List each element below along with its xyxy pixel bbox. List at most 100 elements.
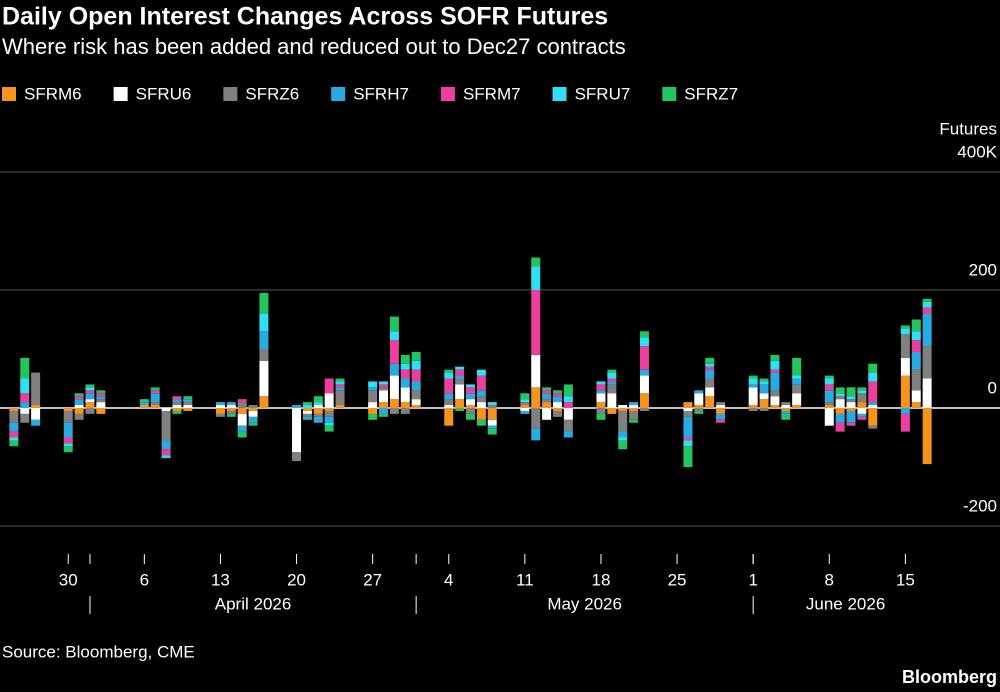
bar-segment [259,292,269,314]
x-tick-label: 20 [287,570,306,589]
bar-segment [868,372,878,382]
legend-label: SFRH7 [353,84,409,103]
bar-segment [259,349,269,361]
bar-segment [9,422,19,432]
bar-segment [324,410,334,417]
bar-segment [607,384,617,394]
legend-label: SFRZ6 [245,84,299,103]
bar-segment [324,422,334,426]
bar-segment [368,381,378,388]
bar-segment [20,408,30,414]
bar-segment [476,419,486,426]
bar-segment [868,408,878,426]
bar-segment [911,319,921,332]
bar-segment [552,408,562,411]
bar-segment [748,378,758,385]
bar-segment [835,396,845,400]
bar-segment [161,449,171,456]
bar-segment [85,384,95,388]
bar-segment [716,405,726,408]
bar-segment [781,405,791,408]
bar-segment [74,405,84,408]
bar-segment [259,331,269,349]
x-tick-label: 15 [896,570,915,589]
bar-segment [20,402,30,408]
bar-segment [150,390,160,394]
bar-segment [911,369,921,391]
y-tick-label: 0 [988,378,997,397]
bar-segment [683,402,693,408]
bar-segment [705,387,715,397]
bar-segment [150,387,160,391]
bar-segment [520,408,530,411]
bar-segment [476,402,486,408]
bar-segment [368,413,378,420]
bar-segment [770,372,780,391]
bar-segment [552,393,562,397]
bar-segment [792,378,802,385]
bar-segment [183,399,193,403]
bar-segment [596,413,606,420]
bar-segment [183,396,193,400]
bar-segment [922,313,932,347]
x-tick-label: 25 [668,570,687,589]
bar-segment [63,408,73,411]
legend-label: SFRU6 [136,84,192,103]
bar-segment [683,437,693,441]
chart-title: Daily Open Interest Changes Across SOFR … [2,3,608,31]
bar-segment [487,425,497,429]
bar-segment [85,402,95,408]
bar-segment [389,340,399,364]
bar-segment [759,381,769,385]
bar-segment [476,396,486,403]
bar-segment [411,399,421,406]
legend-swatch [113,87,128,101]
bar-segment [552,402,562,408]
bar-segment [607,372,617,379]
bar-segment [846,402,856,408]
bar-segment [324,393,334,408]
bar-segment [150,405,160,408]
bar-segment [531,354,541,388]
bar-segment [563,396,573,403]
bar-segment [639,331,649,338]
bar-segment [259,396,269,408]
bar-segment [466,384,475,388]
bar-segment [705,366,715,370]
bar-segment [607,381,617,385]
bar-segment [792,357,802,376]
bar-segment [389,363,399,376]
source: Source: Bloomberg, CME [2,642,195,661]
bar-segment [770,405,780,408]
bar-segment [781,408,791,411]
bar-segment [237,399,247,403]
bar-segment [520,399,530,403]
bar-segment [292,408,302,453]
x-tick-label: 1 [748,570,757,589]
bar-segment [922,307,932,314]
bar-segment [411,381,421,391]
bar-segment [313,416,323,423]
bar-segment [900,413,910,432]
x-tick-label: 8 [825,570,834,589]
bar-segment [9,408,19,411]
bar-segment [683,446,693,467]
bar-segment [292,405,302,408]
bar-segment [379,408,389,414]
bar-segment [911,340,921,352]
bar-segment [96,402,106,408]
bar-segment [31,408,41,420]
bar-segment [63,446,73,453]
bar-segment [476,390,486,397]
bar-segment [74,396,84,400]
bar-segment [335,387,345,391]
bar-segment [150,402,160,406]
bar-segment [716,408,726,414]
x-tick-label: 11 [516,570,534,589]
bar-segment [596,402,606,408]
bar-segment [911,402,921,408]
bar-segment [476,408,486,420]
bar-segment [618,431,628,438]
bar-segment [161,410,171,441]
bar-segment [868,405,878,408]
